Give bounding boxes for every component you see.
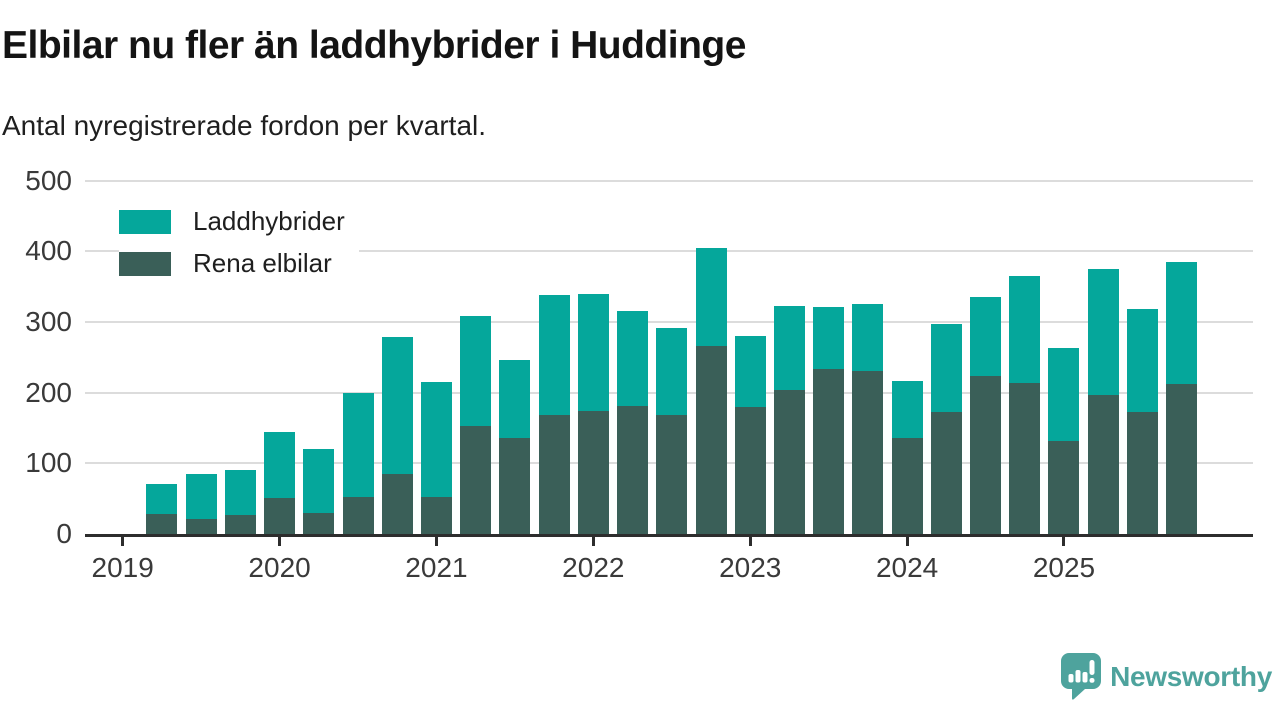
bar-2022-Q1-laddhybrider: [577, 294, 609, 411]
bar-2024-Q2-rena-elbilar: [930, 412, 962, 534]
legend-swatch-laddhybrider: [119, 209, 171, 234]
bar-2022-Q3-rena-elbilar: [656, 415, 688, 534]
bar-2020-Q4-laddhybrider: [381, 337, 413, 474]
x-axis-label-2019: 2019: [91, 552, 154, 583]
bar-2021-Q1-rena-elbilar: [420, 497, 452, 534]
bar-2025-Q4-rena-elbilar: [1166, 384, 1198, 534]
bar-2020-Q2-laddhybrider: [303, 449, 335, 513]
bar-2020-Q1-rena-elbilar: [264, 498, 296, 534]
bar-2024-Q2-laddhybrider: [930, 324, 962, 412]
bar-2020-Q3-rena-elbilar: [342, 497, 374, 534]
y-gridline-500: [85, 179, 1253, 182]
bar-2021-Q2-laddhybrider: [460, 316, 492, 426]
y-gridline-300: [85, 320, 1253, 323]
bar-2022-Q2-rena-elbilar: [617, 406, 649, 534]
bar-2022-Q2-laddhybrider: [617, 311, 649, 406]
legend-label-rena-elbilar: Rena elbilar: [193, 248, 332, 278]
newsworthy-logo-text: Newsworthy: [1110, 661, 1272, 692]
bar-2019-Q2-rena-elbilar: [146, 514, 178, 534]
x-axis-label-2024: 2024: [875, 552, 939, 583]
bar-2022-Q4-rena-elbilar: [695, 346, 727, 534]
x-axis-line: [85, 534, 1253, 537]
bar-2023-Q2-laddhybrider: [773, 306, 805, 390]
y-axis-label-0: 0: [56, 518, 72, 549]
bar-2020-Q4-rena-elbilar: [381, 474, 413, 534]
y-axis-label-200: 200: [25, 376, 72, 408]
bar-2024-Q4-laddhybrider: [1009, 276, 1041, 383]
bar-2019-Q3-rena-elbilar: [185, 519, 217, 534]
bar-2022-Q1-rena-elbilar: [577, 411, 609, 534]
x-tick-2021: [434, 537, 438, 546]
newsworthy-logo: Newsworthy: [1061, 653, 1272, 701]
x-tick-2022: [591, 537, 595, 546]
y-axis-label-300: 300: [25, 305, 72, 337]
x-tick-2024: [905, 537, 909, 546]
bar-2025-Q1-laddhybrider: [1048, 348, 1080, 441]
bar-2024-Q3-rena-elbilar: [970, 376, 1002, 534]
bar-2019-Q3-laddhybrider: [185, 474, 217, 519]
bar-2020-Q1-laddhybrider: [264, 432, 296, 498]
bar-2019-Q4-rena-elbilar: [224, 515, 256, 534]
legend-label-laddhybrider: Laddhybrider: [193, 206, 345, 236]
bar-2021-Q3-rena-elbilar: [499, 438, 531, 534]
legend-item-rena-elbilar: Rena elbilar: [119, 248, 359, 279]
legend-swatch-rena-elbilar: [119, 251, 171, 276]
x-tick-2025: [1062, 537, 1066, 546]
bar-2021-Q1-laddhybrider: [420, 382, 452, 497]
bar-2023-Q4-laddhybrider: [852, 304, 884, 371]
bar-2022-Q3-laddhybrider: [656, 328, 688, 415]
bar-2021-Q4-rena-elbilar: [538, 415, 570, 534]
x-tick-2020: [278, 537, 282, 546]
bar-2019-Q4-laddhybrider: [224, 470, 256, 515]
bar-2025-Q2-rena-elbilar: [1087, 395, 1119, 534]
bar-2021-Q3-laddhybrider: [499, 360, 531, 438]
x-axis-label-2022: 2022: [562, 552, 625, 583]
y-axis-label-100: 100: [25, 447, 72, 479]
bar-2023-Q2-rena-elbilar: [773, 390, 805, 534]
bar-2023-Q1-rena-elbilar: [734, 407, 766, 534]
chart-legend: Laddhybrider Rena elbilar: [119, 206, 359, 279]
x-axis-label-2020: 2020: [248, 552, 311, 583]
bar-2024-Q4-rena-elbilar: [1009, 383, 1041, 534]
x-axis-label-2025: 2025: [1032, 552, 1096, 583]
bar-2019-Q2-laddhybrider: [146, 484, 178, 514]
bar-2020-Q2-rena-elbilar: [303, 513, 335, 534]
y-gridline-400: [85, 250, 1253, 253]
page-title: Elbilar nu fler än laddhybrider i Huddin…: [2, 24, 746, 67]
bar-2025-Q1-rena-elbilar: [1048, 441, 1080, 534]
x-axis-label-2023: 2023: [719, 552, 782, 583]
bar-2021-Q2-rena-elbilar: [460, 426, 492, 534]
newsworthy-logo-icon: [1061, 653, 1102, 700]
y-axis-label-400: 400: [25, 235, 72, 267]
bar-2021-Q4-laddhybrider: [538, 295, 570, 415]
y-axis-label-500: 500: [25, 164, 72, 196]
x-axis-label-2021: 2021: [405, 552, 468, 583]
bar-2020-Q3-laddhybrider: [342, 393, 374, 497]
bar-2023-Q3-laddhybrider: [813, 307, 845, 369]
bar-2024-Q1-rena-elbilar: [891, 438, 923, 534]
bar-2023-Q1-laddhybrider: [734, 336, 766, 407]
bar-2024-Q1-laddhybrider: [891, 381, 923, 438]
x-tick-2019: [121, 537, 125, 546]
bar-2025-Q2-laddhybrider: [1087, 269, 1119, 395]
bar-2025-Q3-laddhybrider: [1126, 309, 1158, 412]
x-tick-2023: [748, 537, 752, 546]
bar-2025-Q3-rena-elbilar: [1126, 412, 1158, 534]
bar-2023-Q4-rena-elbilar: [852, 371, 884, 534]
bar-2023-Q3-rena-elbilar: [813, 369, 845, 534]
bar-2024-Q3-laddhybrider: [970, 297, 1002, 376]
page-subtitle: Antal nyregistrerade fordon per kvartal.: [2, 110, 487, 141]
bar-2022-Q4-laddhybrider: [695, 248, 727, 346]
bar-2025-Q4-laddhybrider: [1166, 262, 1198, 384]
legend-item-laddhybrider: Laddhybrider: [119, 206, 359, 237]
